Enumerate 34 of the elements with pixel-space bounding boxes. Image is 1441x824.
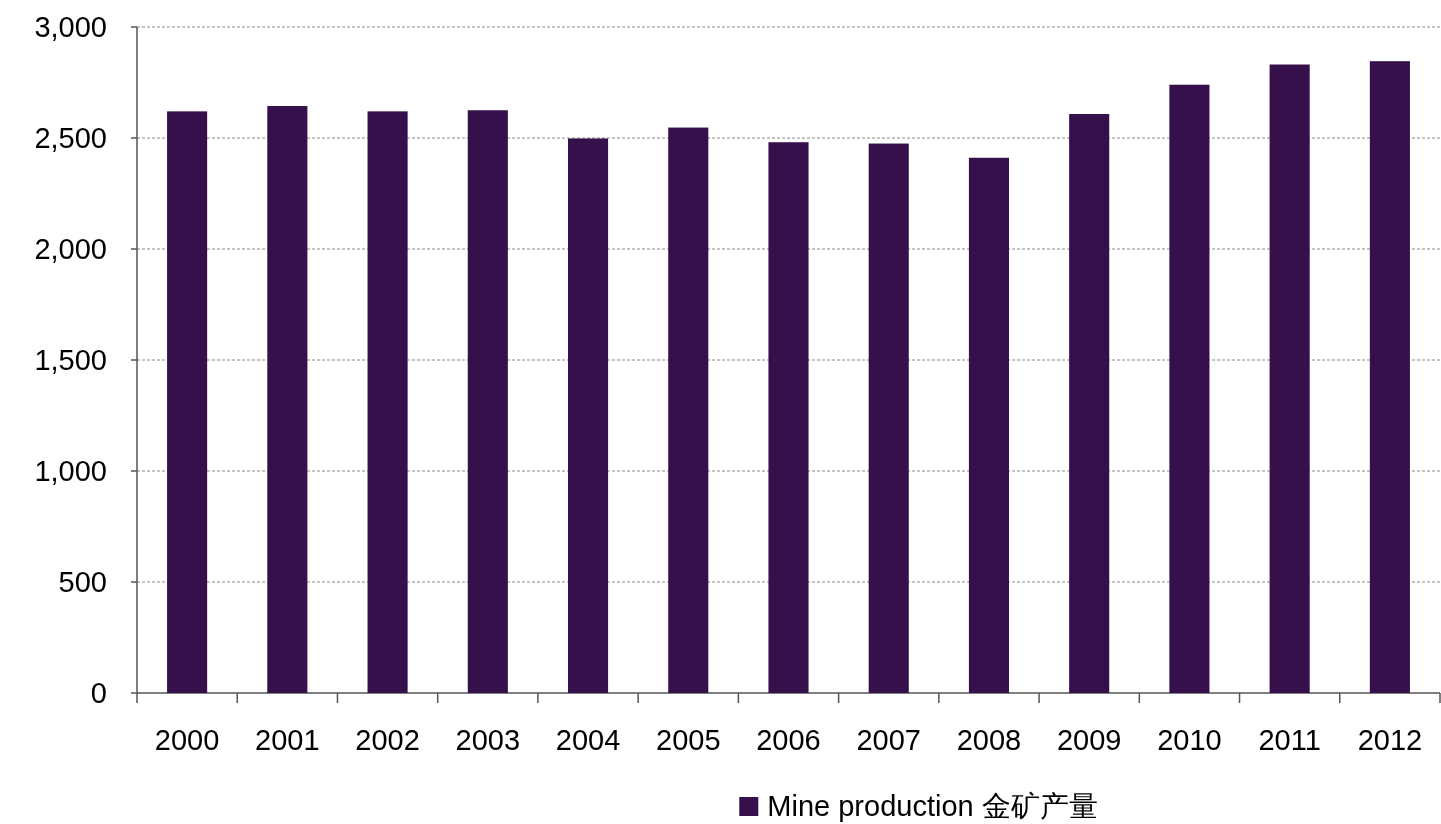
bar (668, 127, 709, 693)
y-tick-label: 0 (90, 677, 107, 709)
bar (267, 106, 308, 693)
x-tick-label: 2004 (555, 724, 621, 756)
bar (1369, 61, 1410, 693)
x-tick-label: 2009 (1056, 724, 1122, 756)
y-tick-label: 1,000 (34, 455, 107, 487)
x-tick-label: 2006 (756, 724, 821, 756)
bar (1169, 84, 1210, 693)
bar (467, 110, 508, 693)
x-tick-label: 2007 (856, 724, 921, 756)
bar (768, 142, 809, 693)
x-tick-label: 2008 (956, 724, 1022, 756)
x-tick-label: 2002 (355, 724, 420, 756)
y-tick-label: 3,000 (34, 11, 107, 43)
bar (868, 143, 909, 693)
bar (167, 111, 208, 693)
y-tick-label: 2,500 (34, 122, 107, 154)
x-tick-label: 2001 (255, 724, 320, 756)
y-tick-label: 500 (58, 566, 107, 598)
bar (367, 111, 408, 693)
x-tick-label: 2012 (1357, 724, 1423, 756)
x-tick-label: 2003 (455, 724, 521, 756)
x-tick-label: 2010 (1157, 724, 1222, 756)
bar (968, 157, 1010, 693)
legend-label: Mine production 金矿产量 (767, 790, 1098, 822)
bar (567, 138, 609, 693)
x-tick-label: 2000 (154, 724, 220, 756)
x-tick-label: 2005 (656, 724, 721, 756)
y-tick-label: 2,000 (34, 233, 107, 265)
bar (1069, 114, 1110, 693)
x-tick-label: 2011 (1258, 724, 1321, 756)
y-tick-label: 1,500 (34, 344, 107, 376)
bar (1269, 64, 1310, 693)
